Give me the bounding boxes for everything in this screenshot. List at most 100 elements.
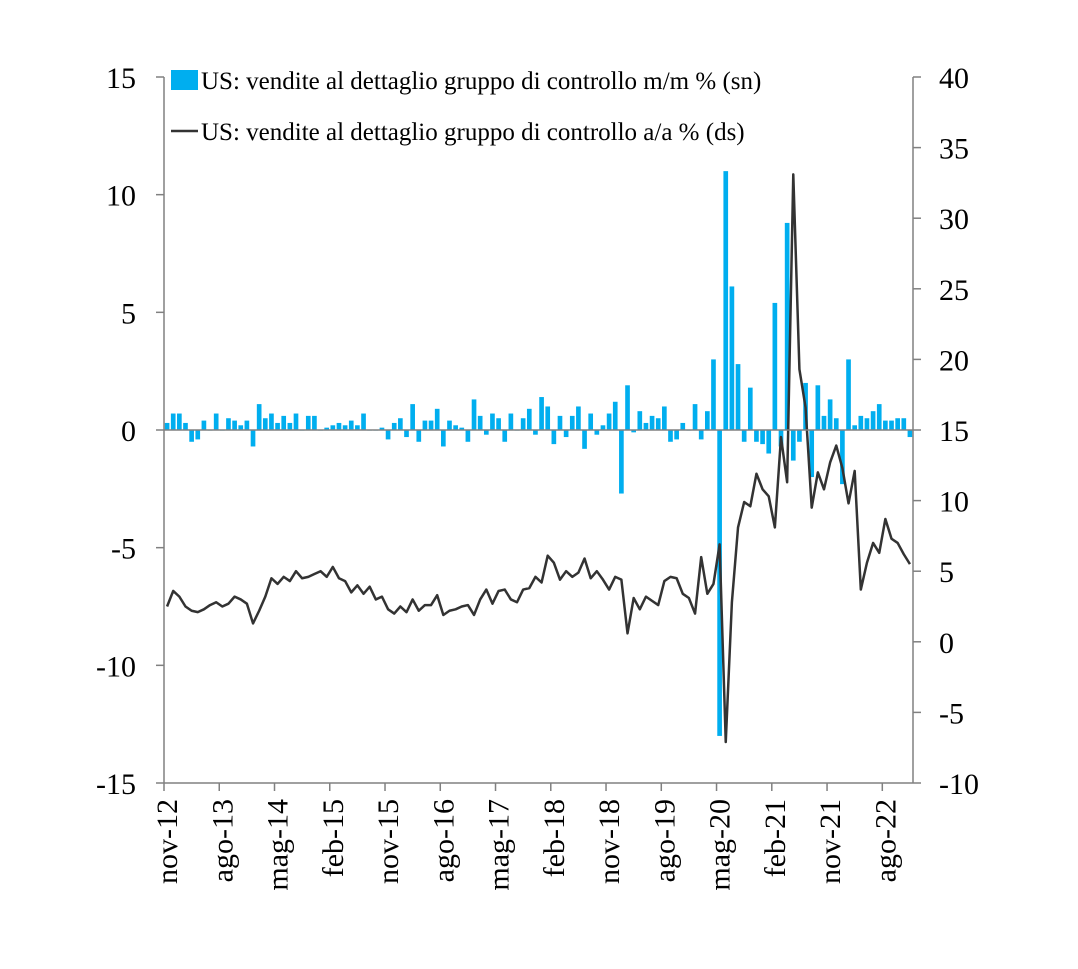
right-tick-label: 30: [939, 203, 969, 236]
bar: [348, 420, 354, 430]
bar: [588, 413, 594, 430]
bar: [821, 415, 827, 430]
bar: [754, 430, 759, 442]
bar: [471, 399, 477, 430]
bar: [741, 430, 747, 442]
bar: [668, 430, 673, 442]
bar: [355, 425, 360, 430]
bar: [410, 404, 415, 430]
bar: [434, 408, 440, 430]
bar: [698, 430, 704, 440]
bar: [490, 413, 495, 430]
bar: [692, 404, 698, 430]
bar: [772, 302, 778, 430]
bar: [631, 430, 636, 433]
bar: [760, 430, 765, 445]
legend-swatch-bar: [171, 70, 198, 90]
bar: [883, 420, 888, 430]
bar: [858, 415, 864, 430]
bar: [907, 430, 913, 438]
bar: [256, 404, 262, 430]
bar: [833, 418, 839, 430]
left-tick-label: -5: [111, 533, 136, 566]
bar: [643, 422, 649, 430]
x-tick-label: ago-13: [206, 799, 239, 882]
bar: [852, 425, 858, 430]
bar: [453, 425, 458, 430]
x-tick-label: mag-17: [483, 799, 516, 891]
x-tick-label: feb-18: [538, 799, 571, 877]
bar: [551, 430, 557, 445]
bar: [422, 420, 428, 430]
bar: [557, 415, 563, 430]
bar: [262, 418, 268, 430]
bar: [729, 286, 735, 430]
legend: US: vendite al dettaglio gruppo di contr…: [171, 68, 761, 146]
left-tick-label: 5: [121, 297, 136, 330]
bar: [594, 430, 600, 435]
bar: [305, 415, 311, 430]
bar: [336, 422, 342, 430]
bar: [312, 415, 317, 430]
bar: [870, 411, 876, 430]
bar: [735, 364, 741, 430]
bar: [655, 418, 661, 430]
bar: [330, 425, 336, 430]
bar: [766, 430, 772, 454]
bar: [797, 430, 802, 442]
bar: [275, 422, 280, 430]
bar: [809, 430, 815, 478]
bar: [895, 418, 900, 430]
bar: [502, 430, 508, 442]
bar: [379, 427, 385, 430]
x-tick-label: nov-15: [372, 799, 405, 884]
right-tick-label: 20: [939, 344, 969, 377]
right-tick-label: 35: [939, 133, 969, 166]
bar: [324, 427, 330, 430]
bar: [790, 430, 796, 461]
x-tick-label: mag-14: [262, 799, 295, 891]
bar: [361, 413, 366, 430]
bar: [539, 397, 544, 430]
x-tick-label: nov-21: [814, 799, 847, 884]
bar: [723, 171, 729, 430]
bar: [864, 418, 870, 430]
bar: [342, 425, 348, 430]
bar: [477, 415, 483, 430]
bar: [447, 420, 452, 430]
bar-series-mm: [164, 171, 913, 736]
x-tick-label: feb-15: [317, 799, 350, 877]
bar: [600, 425, 606, 430]
bar: [649, 415, 655, 430]
bar: [680, 422, 686, 430]
right-tick-label: 25: [939, 274, 969, 307]
bar: [889, 420, 894, 430]
bar: [576, 406, 581, 430]
bar: [662, 406, 667, 430]
bar: [232, 420, 237, 430]
bar: [496, 418, 501, 430]
bar: [226, 418, 231, 430]
bar: [840, 430, 845, 485]
bar: [201, 420, 207, 430]
bar: [747, 387, 753, 430]
x-tick-label: mag-20: [704, 799, 737, 891]
bar: [619, 430, 624, 494]
bar: [612, 401, 618, 430]
bar: [582, 430, 587, 449]
bar: [459, 427, 465, 430]
left-tick-label: -10: [96, 650, 136, 683]
bar: [250, 430, 256, 447]
bar: [827, 399, 833, 430]
left-tick-label: 10: [106, 180, 136, 213]
bar: [183, 422, 188, 430]
bar: [606, 413, 612, 430]
bar: [483, 430, 489, 435]
bar: [846, 359, 851, 430]
bar: [281, 415, 287, 430]
right-tick-label: -5: [939, 697, 964, 730]
bar: [244, 420, 250, 430]
bar: [901, 418, 907, 430]
right-tick-label: -10: [939, 768, 979, 801]
bar: [711, 359, 716, 430]
